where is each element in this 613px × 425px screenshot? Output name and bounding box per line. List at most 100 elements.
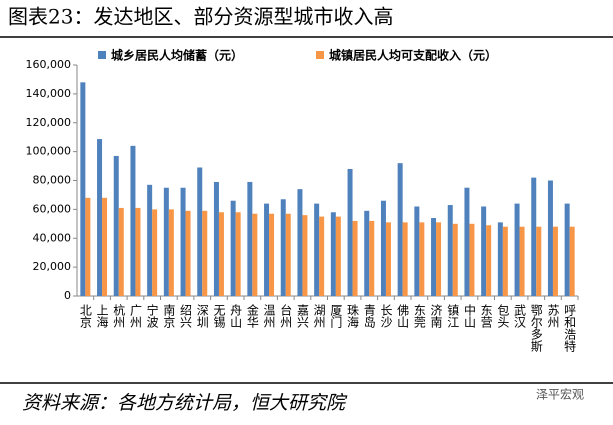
bar (113, 155, 119, 296)
bar (364, 210, 370, 296)
legend-swatch (316, 51, 324, 59)
x-tick-label: 鄂尔多斯 (529, 304, 543, 353)
x-tick-label: 湖州 (312, 303, 326, 328)
watermark: 泽平宏观 (536, 387, 584, 402)
bar (147, 184, 153, 296)
x-tick-label: 无锡 (212, 304, 226, 329)
x-tick-label: 包头 (496, 304, 510, 328)
bar (464, 187, 470, 296)
x-tick-label: 佛山 (396, 304, 410, 328)
bar (202, 210, 208, 296)
bar (335, 216, 341, 296)
bar (168, 209, 174, 296)
bar (197, 167, 203, 296)
x-tick-label: 深圳 (195, 304, 209, 328)
source: 资料来源：各地方统计局，恒大研究院 (22, 392, 348, 414)
x-tick-label: 绍兴 (179, 304, 193, 328)
y-tick-label: 20,000 (33, 260, 72, 273)
y-tick-label: 100,000 (26, 145, 72, 158)
x-tick-label: 珠海 (346, 304, 360, 328)
bar (297, 189, 303, 296)
bar (452, 223, 458, 296)
x-tick-label: 青岛 (362, 304, 376, 329)
bar (352, 220, 358, 296)
y-tick-label: 120,000 (26, 116, 72, 129)
x-tick-label: 金华 (245, 303, 259, 328)
bar (130, 145, 136, 296)
x-tick-label: 舟山 (229, 304, 243, 328)
bar (330, 212, 336, 296)
bar (163, 187, 169, 296)
bar (285, 213, 291, 296)
y-tick-label: 160,000 (26, 58, 72, 71)
bar (569, 226, 575, 296)
bar (497, 222, 503, 296)
bar (481, 206, 487, 296)
bar (269, 213, 275, 296)
x-tick-label: 济南 (429, 303, 443, 328)
bar (319, 216, 325, 296)
bar (380, 200, 386, 296)
x-tick-label: 东莞 (412, 304, 426, 329)
bar (552, 226, 558, 296)
bar (447, 205, 453, 296)
bar (97, 139, 103, 296)
bar (235, 212, 241, 296)
chart-title: 图表23：发达地区、部分资源型城市收入高 (8, 5, 393, 29)
x-tick-label: 宁波 (145, 303, 159, 329)
bar (85, 197, 91, 296)
x-tick-label: 温州 (262, 304, 276, 328)
bar (213, 181, 219, 296)
y-tick-label: 60,000 (33, 202, 72, 215)
x-tick-label: 武汉 (513, 304, 527, 328)
legend-swatch (98, 51, 106, 59)
x-tick-label: 北京 (78, 304, 92, 329)
legend-label: 城乡居民人均储蓄（元） (111, 48, 243, 63)
x-tick-label: 杭州 (112, 303, 126, 328)
bar (230, 200, 236, 296)
bar (280, 199, 286, 296)
bar (436, 222, 442, 296)
x-tick-label: 东营 (479, 304, 493, 329)
bar (536, 226, 542, 296)
x-tick-label: 厦门 (329, 304, 343, 328)
bar (564, 203, 570, 296)
x-tick-label: 呼和浩特 (563, 304, 577, 352)
x-tick-label: 嘉兴 (295, 304, 309, 328)
bar (486, 225, 492, 296)
x-tick-label: 苏州 (546, 304, 560, 328)
bar (369, 220, 375, 296)
bar (397, 163, 403, 296)
bar (252, 213, 258, 296)
bar (135, 207, 141, 296)
bar (347, 168, 353, 296)
y-tick-label: 140,000 (26, 87, 72, 100)
bar (152, 209, 158, 296)
bar (531, 177, 537, 296)
bar (385, 222, 391, 296)
legend-label: 城镇居民人均可支配收入（元） (329, 48, 497, 63)
bar (469, 223, 475, 296)
bar (118, 207, 124, 296)
bar (302, 215, 308, 296)
bar (402, 222, 408, 296)
y-tick-label: 0 (64, 289, 71, 302)
x-tick-label: 台州 (279, 303, 293, 328)
y-tick-label: 40,000 (33, 231, 72, 244)
x-tick-label: 镇江 (446, 304, 460, 328)
bar (218, 212, 224, 296)
y-tick-label: 80,000 (33, 174, 72, 187)
bar (80, 82, 86, 296)
bar (180, 187, 186, 296)
bar (419, 222, 425, 296)
bar (514, 203, 520, 296)
bar (414, 206, 420, 296)
x-tick-label: 广州 (128, 304, 142, 328)
bar (314, 203, 320, 296)
bar (102, 197, 108, 296)
bar (247, 181, 253, 296)
x-tick-label: 中山 (462, 303, 476, 328)
bar (547, 180, 553, 296)
x-tick-label: 上海 (95, 304, 109, 328)
